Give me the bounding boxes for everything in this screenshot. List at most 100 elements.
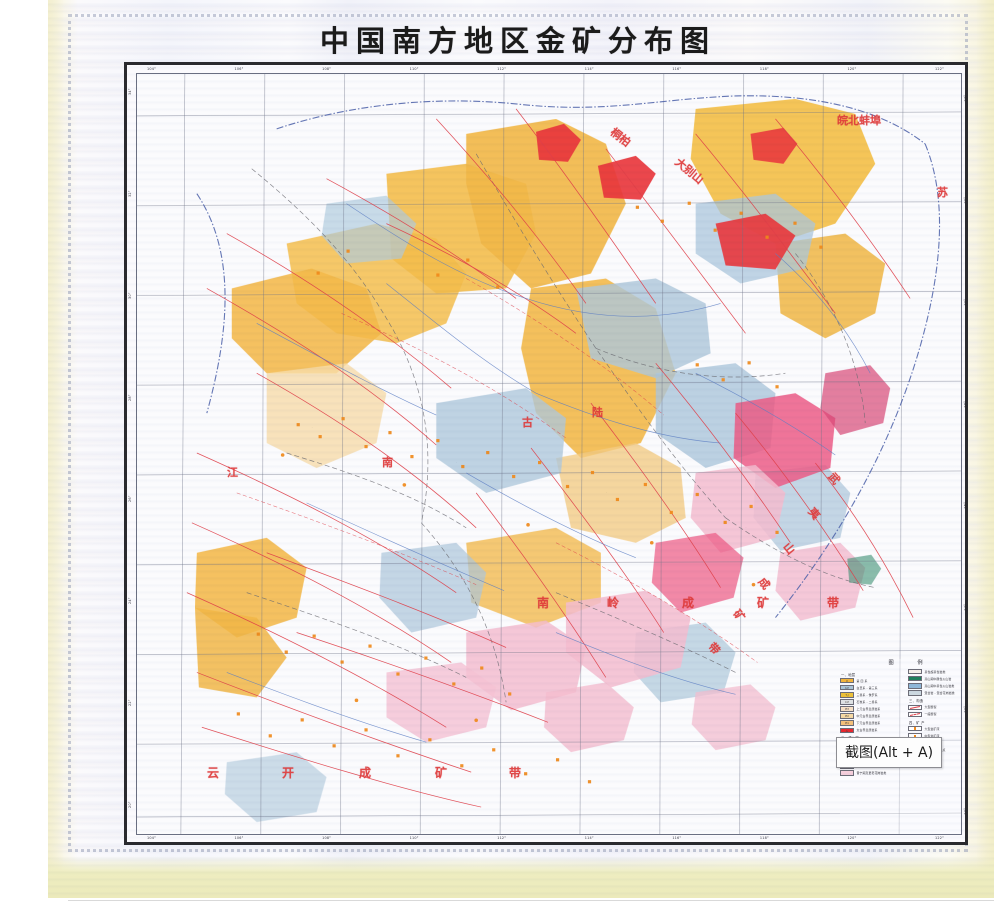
legend-line-swatch bbox=[908, 711, 922, 718]
legend-swatch-code: T-J bbox=[845, 694, 849, 698]
map-region-label: 成 bbox=[359, 766, 372, 780]
map-region-label: 南 bbox=[537, 596, 550, 610]
map-region-label: 带 bbox=[509, 766, 522, 780]
legend-item[interactable]: C-P 石炭系 - 二叠系 bbox=[840, 699, 902, 705]
gold-deposit-symbols bbox=[236, 201, 823, 784]
legend-item-label: 晋宁期及更老花岗岩类 bbox=[856, 770, 887, 775]
legend-color-swatch bbox=[908, 683, 922, 689]
map-region-label: 带 bbox=[827, 596, 840, 610]
graticule bbox=[137, 74, 961, 834]
legend-item-label: 一般断裂 bbox=[924, 712, 937, 717]
tick-label-bottom: 104° bbox=[147, 836, 156, 840]
legend-item[interactable]: Pt2 中元古界变质岩系 bbox=[840, 713, 902, 719]
tick-label-top: 110° bbox=[409, 67, 419, 71]
legend-line-swatch bbox=[908, 704, 922, 711]
tick-label-right: 32° bbox=[964, 196, 968, 204]
legend-item[interactable]: Pt3 上元古界变质岩系 bbox=[840, 706, 902, 712]
legend-item[interactable]: T-J 三叠系 - 侏罗系 bbox=[840, 692, 902, 698]
sheet-left-edge-strip bbox=[48, 0, 64, 898]
legend-item-label: 燕山期中酸性火山岩 bbox=[924, 676, 952, 681]
legend-swatch-code: Pt3 bbox=[845, 708, 849, 712]
map-region-label: 苏 bbox=[937, 186, 948, 199]
legend-item-label: 三叠系 - 侏罗系 bbox=[856, 692, 878, 697]
legend-color-swatch bbox=[908, 676, 922, 682]
legend-color-swatch: Q bbox=[840, 678, 854, 684]
province-boundaries bbox=[246, 153, 876, 703]
legend-swatch-code: Q bbox=[846, 680, 848, 683]
tick-label-right: 22° bbox=[964, 706, 968, 713]
tick-label-left: 32° bbox=[128, 190, 132, 197]
legend-section-heading: 三、构造 bbox=[909, 699, 924, 704]
map-region-label: 矿 bbox=[757, 596, 770, 610]
tick-label-bottom: 118° bbox=[759, 836, 769, 840]
legend-color-swatch: Pt2 bbox=[840, 713, 854, 719]
tick-label-top: 108° bbox=[322, 67, 332, 71]
tick-label-top: 122° bbox=[935, 67, 944, 71]
legend-color-swatch: Ar bbox=[840, 727, 854, 733]
map-region-label: 南 bbox=[382, 456, 393, 469]
map-region-label: 开 bbox=[282, 766, 295, 780]
legend-item[interactable]: 基性超基性岩类 bbox=[908, 669, 961, 675]
legend-point-swatch bbox=[908, 726, 922, 732]
tick-label-right: 30° bbox=[964, 298, 968, 306]
legend-swatch-code: Pt2 bbox=[845, 715, 849, 719]
national-boundary bbox=[196, 95, 941, 618]
legend-item[interactable]: 一般断裂 bbox=[908, 711, 961, 718]
legend-item[interactable]: 大型金矿床 bbox=[908, 726, 961, 732]
page-title: 中国南方地区金矿分布图 bbox=[319, 24, 716, 58]
map-canvas[interactable]: · · · · bbox=[137, 74, 961, 834]
map-region-label: 古 bbox=[522, 416, 533, 429]
legend-item-label: 下元古界变质岩系 bbox=[856, 721, 881, 726]
rivers bbox=[226, 203, 871, 743]
tick-label-top: 118° bbox=[759, 67, 769, 71]
tick-label-bottom: 116° bbox=[672, 836, 682, 840]
legend-item[interactable]: 燕山期中基性火山岩类 bbox=[908, 683, 961, 689]
map-frame[interactable]: ·· ·· 皖北蚌埠桐柏大别山苏胶江南古陆南岭成矿带武夷山成矿带云开成矿带 图 … bbox=[124, 62, 968, 845]
tick-label-right: 34° bbox=[964, 95, 968, 102]
legend-color-swatch bbox=[908, 669, 922, 675]
legend-swatch-code: C-P bbox=[845, 701, 849, 705]
legend-color-swatch: T-J bbox=[840, 692, 854, 698]
legend-item[interactable]: 混合岩 - 混合花岗岩类 bbox=[908, 690, 961, 696]
legend-color-swatch: Pt3 bbox=[840, 706, 854, 712]
legend-color-swatch bbox=[908, 690, 922, 696]
legend-item-label: 大型金矿床 bbox=[924, 726, 940, 731]
tick-label-bottom: 122° bbox=[935, 836, 944, 840]
tick-label-left: 34° bbox=[128, 88, 132, 95]
tick-label-top: 104° bbox=[147, 67, 156, 71]
legend-color-swatch: K-E bbox=[840, 685, 854, 691]
legend-item[interactable]: Ar 太古界变质岩系 bbox=[840, 727, 902, 733]
legend-item-label: 太古界变质岩系 bbox=[856, 728, 878, 733]
legend-item[interactable]: 大型断裂 bbox=[908, 704, 961, 711]
legend-item[interactable]: 燕山期中酸性火山岩 bbox=[908, 676, 961, 682]
geology-map-svg: · · · · bbox=[137, 74, 961, 834]
legend-item[interactable]: K-E 白垩系 - 第三系 bbox=[840, 685, 902, 691]
tick-label-right: 20° bbox=[964, 808, 968, 815]
tick-label-left: 24° bbox=[128, 597, 132, 605]
tick-label-top: 116° bbox=[672, 67, 682, 71]
tick-label-bottom: 106° bbox=[234, 836, 244, 840]
svg-text:·: · bbox=[606, 490, 607, 494]
legend-item[interactable]: Pt1 下元古界变质岩系 bbox=[840, 720, 902, 726]
legend-section-heading: 一、地层 bbox=[841, 672, 856, 677]
legend-title: 图 例 bbox=[888, 660, 934, 666]
sheet-bottom-edge-strip bbox=[48, 856, 994, 898]
legend-swatch-code: Ar bbox=[845, 729, 849, 733]
screenshot-tooltip[interactable]: 截图(Alt + A) bbox=[836, 737, 943, 768]
svg-text:·: · bbox=[746, 525, 747, 529]
legend-item[interactable]: 晋宁期及更老花岗岩类 bbox=[840, 770, 902, 776]
map-region-label: 云 bbox=[207, 766, 220, 780]
tick-label-right: 26° bbox=[964, 502, 968, 510]
tick-label-top: 120° bbox=[847, 67, 857, 71]
tick-label-top: 112° bbox=[497, 67, 507, 71]
tick-label-left: 22° bbox=[128, 699, 132, 707]
legend-item-label: 第 四 系 bbox=[856, 678, 868, 683]
legend-item-label: 石炭系 - 二叠系 bbox=[856, 699, 878, 704]
tick-label-bottom: 120° bbox=[847, 836, 857, 840]
tick-label-top: 106° bbox=[234, 67, 244, 71]
svg-text:·: · bbox=[456, 460, 457, 464]
legend-item-label: 燕山期中基性火山岩类 bbox=[924, 683, 955, 688]
tick-label-left: 28° bbox=[128, 393, 132, 401]
